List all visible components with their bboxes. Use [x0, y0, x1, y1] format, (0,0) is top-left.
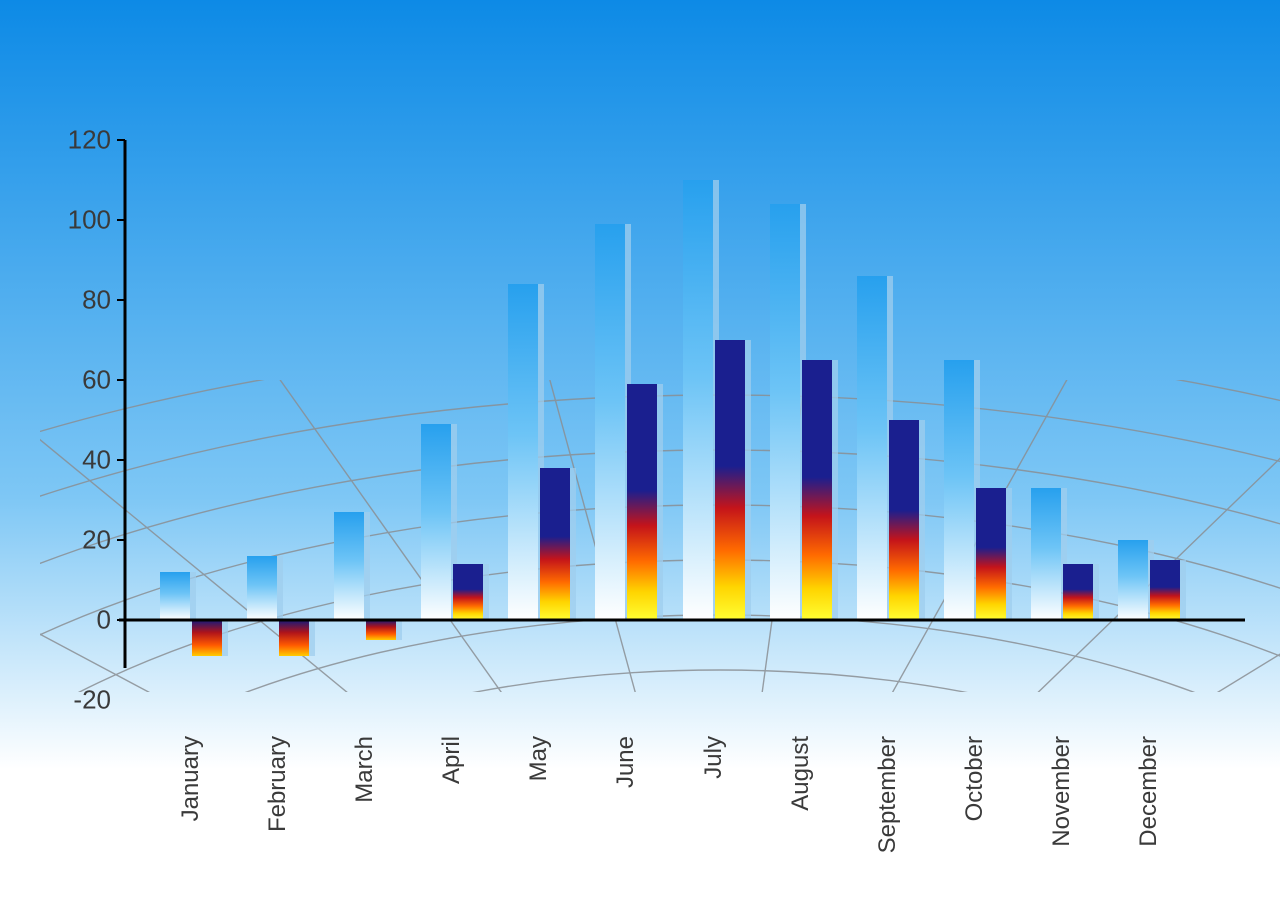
x-category-label: November — [1048, 736, 1076, 905]
chart-stage: -20 0 20 40 60 80 100 120 January February March A… — [0, 0, 1280, 905]
x-category-label: March — [351, 736, 379, 905]
y-tick-label: 0 — [97, 605, 111, 636]
x-category-label: December — [1135, 736, 1163, 905]
x-category-label: January — [177, 736, 205, 905]
x-category-label: February — [264, 736, 292, 905]
y-tick-label: 60 — [82, 365, 111, 396]
y-tick-label: -20 — [73, 685, 111, 716]
x-category-label: October — [961, 736, 989, 905]
y-tick-label: 20 — [82, 525, 111, 556]
x-category-label: May — [525, 736, 553, 905]
y-tick-label: 40 — [82, 445, 111, 476]
x-category-label: June — [612, 736, 640, 905]
x-category-label: September — [874, 736, 902, 905]
x-category-label: April — [438, 736, 466, 905]
x-category-label: August — [787, 736, 815, 905]
y-tick-label: 120 — [68, 125, 111, 156]
y-tick-label: 80 — [82, 285, 111, 316]
y-tick-label: 100 — [68, 205, 111, 236]
x-category-label: July — [700, 736, 728, 905]
